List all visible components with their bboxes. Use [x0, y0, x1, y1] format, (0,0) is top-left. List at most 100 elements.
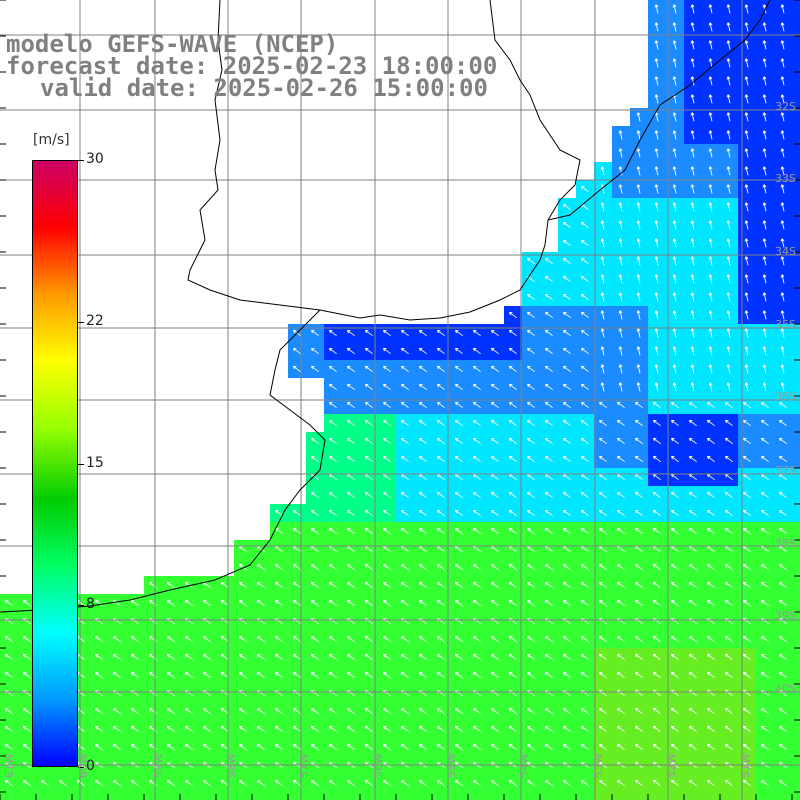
wind-arrow	[706, 743, 715, 751]
wind-arrow	[598, 581, 607, 589]
wind-arrow	[382, 455, 391, 463]
wind-arrow	[202, 743, 211, 751]
wind-arrow	[652, 491, 661, 499]
wind-cell	[216, 792, 234, 800]
wind-arrow	[690, 166, 695, 176]
latitude-label: 37S	[775, 464, 796, 477]
wind-arrow	[760, 581, 769, 589]
wind-cell	[594, 792, 612, 800]
wind-arrow	[580, 293, 589, 301]
wind-arrow	[184, 725, 193, 733]
wind-cell	[792, 324, 800, 342]
wind-arrow	[672, 202, 677, 212]
wind-arrow	[130, 725, 139, 733]
wind-cell	[792, 612, 800, 630]
wind-arrow	[672, 256, 677, 266]
wind-arrow	[724, 671, 733, 679]
wind-arrow	[580, 725, 589, 733]
wind-arrow	[544, 383, 553, 391]
wind-arrow	[346, 581, 355, 589]
wind-arrow	[418, 707, 427, 715]
wind-arrow	[544, 581, 553, 589]
wind-arrow	[238, 563, 247, 571]
wind-arrow	[580, 491, 589, 499]
wind-arrow	[762, 166, 767, 176]
wind-arrow	[654, 256, 659, 266]
wind-arrow	[726, 22, 731, 32]
wind-arrow	[490, 419, 499, 427]
wind-arrow	[618, 166, 623, 176]
wind-arrow	[672, 364, 677, 374]
wind-arrow	[382, 383, 391, 391]
wind-arrow	[742, 635, 751, 643]
wind-arrow	[708, 94, 713, 104]
wind-arrow	[400, 509, 409, 517]
wind-arrow	[166, 707, 175, 715]
wind-arrow	[616, 509, 625, 517]
wind-arrow	[600, 292, 605, 302]
wind-arrow	[724, 779, 733, 787]
wind-arrow	[580, 365, 589, 373]
wind-arrow	[526, 401, 535, 409]
wind-arrow	[654, 184, 659, 194]
wind-cell	[486, 792, 504, 800]
wind-arrow	[672, 4, 677, 14]
wind-arrow	[220, 779, 229, 787]
wind-cell	[648, 792, 666, 800]
wind-arrow	[94, 671, 103, 679]
wind-arrow	[616, 455, 625, 463]
wind-arrow	[400, 563, 409, 571]
wind-arrow	[310, 437, 319, 445]
wind-arrow	[544, 491, 553, 499]
wind-arrow	[238, 725, 247, 733]
wind-arrow	[472, 635, 481, 643]
wind-arrow	[436, 455, 445, 463]
wind-arrow	[654, 58, 659, 68]
wind-arrow	[544, 635, 553, 643]
wind-cell	[738, 792, 756, 800]
wind-arrow	[490, 725, 499, 733]
wind-arrow	[274, 563, 283, 571]
wind-arrow	[634, 653, 643, 661]
wind-arrow	[762, 310, 767, 320]
wind-arrow	[760, 419, 769, 427]
wind-cell	[720, 792, 738, 800]
wind-arrow	[562, 635, 571, 643]
wind-arrow	[760, 455, 769, 463]
wind-arrow	[742, 455, 751, 463]
wind-arrow	[670, 527, 679, 535]
wind-arrow	[328, 383, 337, 391]
wind-arrow	[580, 707, 589, 715]
wind-arrow	[418, 725, 427, 733]
wind-cell	[792, 540, 800, 558]
wind-arrow	[400, 707, 409, 715]
wind-arrow	[184, 671, 193, 679]
wind-arrow	[654, 382, 659, 392]
wind-arrow	[654, 274, 659, 284]
wind-arrow	[600, 328, 605, 338]
wind-arrow	[4, 707, 13, 715]
wind-arrow	[130, 743, 139, 751]
wind-arrow	[562, 239, 571, 247]
wind-cell	[792, 396, 800, 414]
wind-arrow	[780, 364, 785, 374]
wind-arrow	[544, 257, 553, 265]
wind-arrow	[652, 437, 661, 445]
wind-arrow	[544, 401, 553, 409]
wind-arrow	[742, 743, 751, 751]
wind-arrow	[310, 725, 319, 733]
wind-cell	[468, 792, 486, 800]
longitude-label: 54W	[518, 753, 531, 778]
wind-arrow	[328, 599, 337, 607]
wind-arrow	[418, 563, 427, 571]
wind-arrow	[634, 743, 643, 751]
wind-arrow	[364, 599, 373, 607]
wind-arrow	[690, 238, 695, 248]
wind-arrow	[634, 401, 643, 409]
wind-cell	[792, 594, 800, 612]
wind-arrow	[490, 563, 499, 571]
wind-arrow	[166, 743, 175, 751]
wind-arrow	[708, 22, 713, 32]
wind-arrow	[454, 455, 463, 463]
wind-arrow	[472, 743, 481, 751]
